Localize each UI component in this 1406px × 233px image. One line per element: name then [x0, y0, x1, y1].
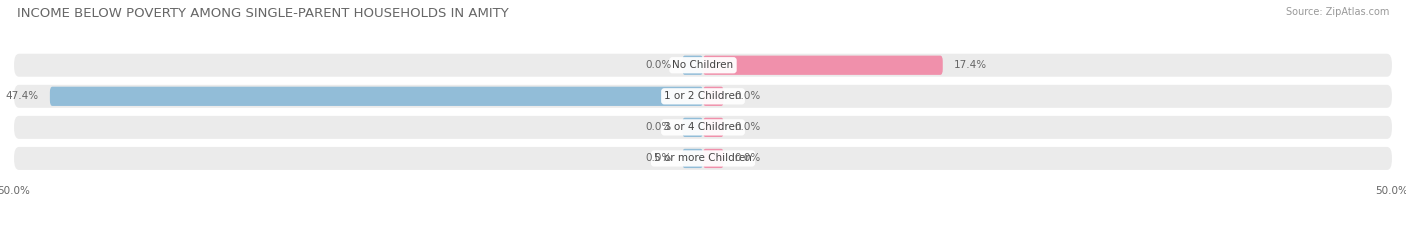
FancyBboxPatch shape	[14, 85, 1392, 108]
FancyBboxPatch shape	[703, 87, 724, 106]
Text: 0.0%: 0.0%	[645, 60, 671, 70]
FancyBboxPatch shape	[703, 149, 724, 168]
Text: 0.0%: 0.0%	[735, 154, 761, 163]
FancyBboxPatch shape	[682, 56, 703, 75]
Text: 3 or 4 Children: 3 or 4 Children	[664, 122, 742, 132]
Text: 47.4%: 47.4%	[6, 91, 39, 101]
Text: 0.0%: 0.0%	[645, 154, 671, 163]
Text: INCOME BELOW POVERTY AMONG SINGLE-PARENT HOUSEHOLDS IN AMITY: INCOME BELOW POVERTY AMONG SINGLE-PARENT…	[17, 7, 509, 20]
FancyBboxPatch shape	[14, 116, 1392, 139]
Text: 1 or 2 Children: 1 or 2 Children	[664, 91, 742, 101]
Text: 5 or more Children: 5 or more Children	[654, 154, 752, 163]
Text: No Children: No Children	[672, 60, 734, 70]
FancyBboxPatch shape	[14, 54, 1392, 77]
Text: 0.0%: 0.0%	[735, 122, 761, 132]
FancyBboxPatch shape	[703, 56, 943, 75]
Text: 0.0%: 0.0%	[735, 91, 761, 101]
FancyBboxPatch shape	[682, 118, 703, 137]
FancyBboxPatch shape	[682, 149, 703, 168]
FancyBboxPatch shape	[703, 118, 724, 137]
FancyBboxPatch shape	[14, 147, 1392, 170]
Text: Source: ZipAtlas.com: Source: ZipAtlas.com	[1285, 7, 1389, 17]
FancyBboxPatch shape	[49, 87, 703, 106]
Text: 0.0%: 0.0%	[645, 122, 671, 132]
Text: 17.4%: 17.4%	[953, 60, 987, 70]
